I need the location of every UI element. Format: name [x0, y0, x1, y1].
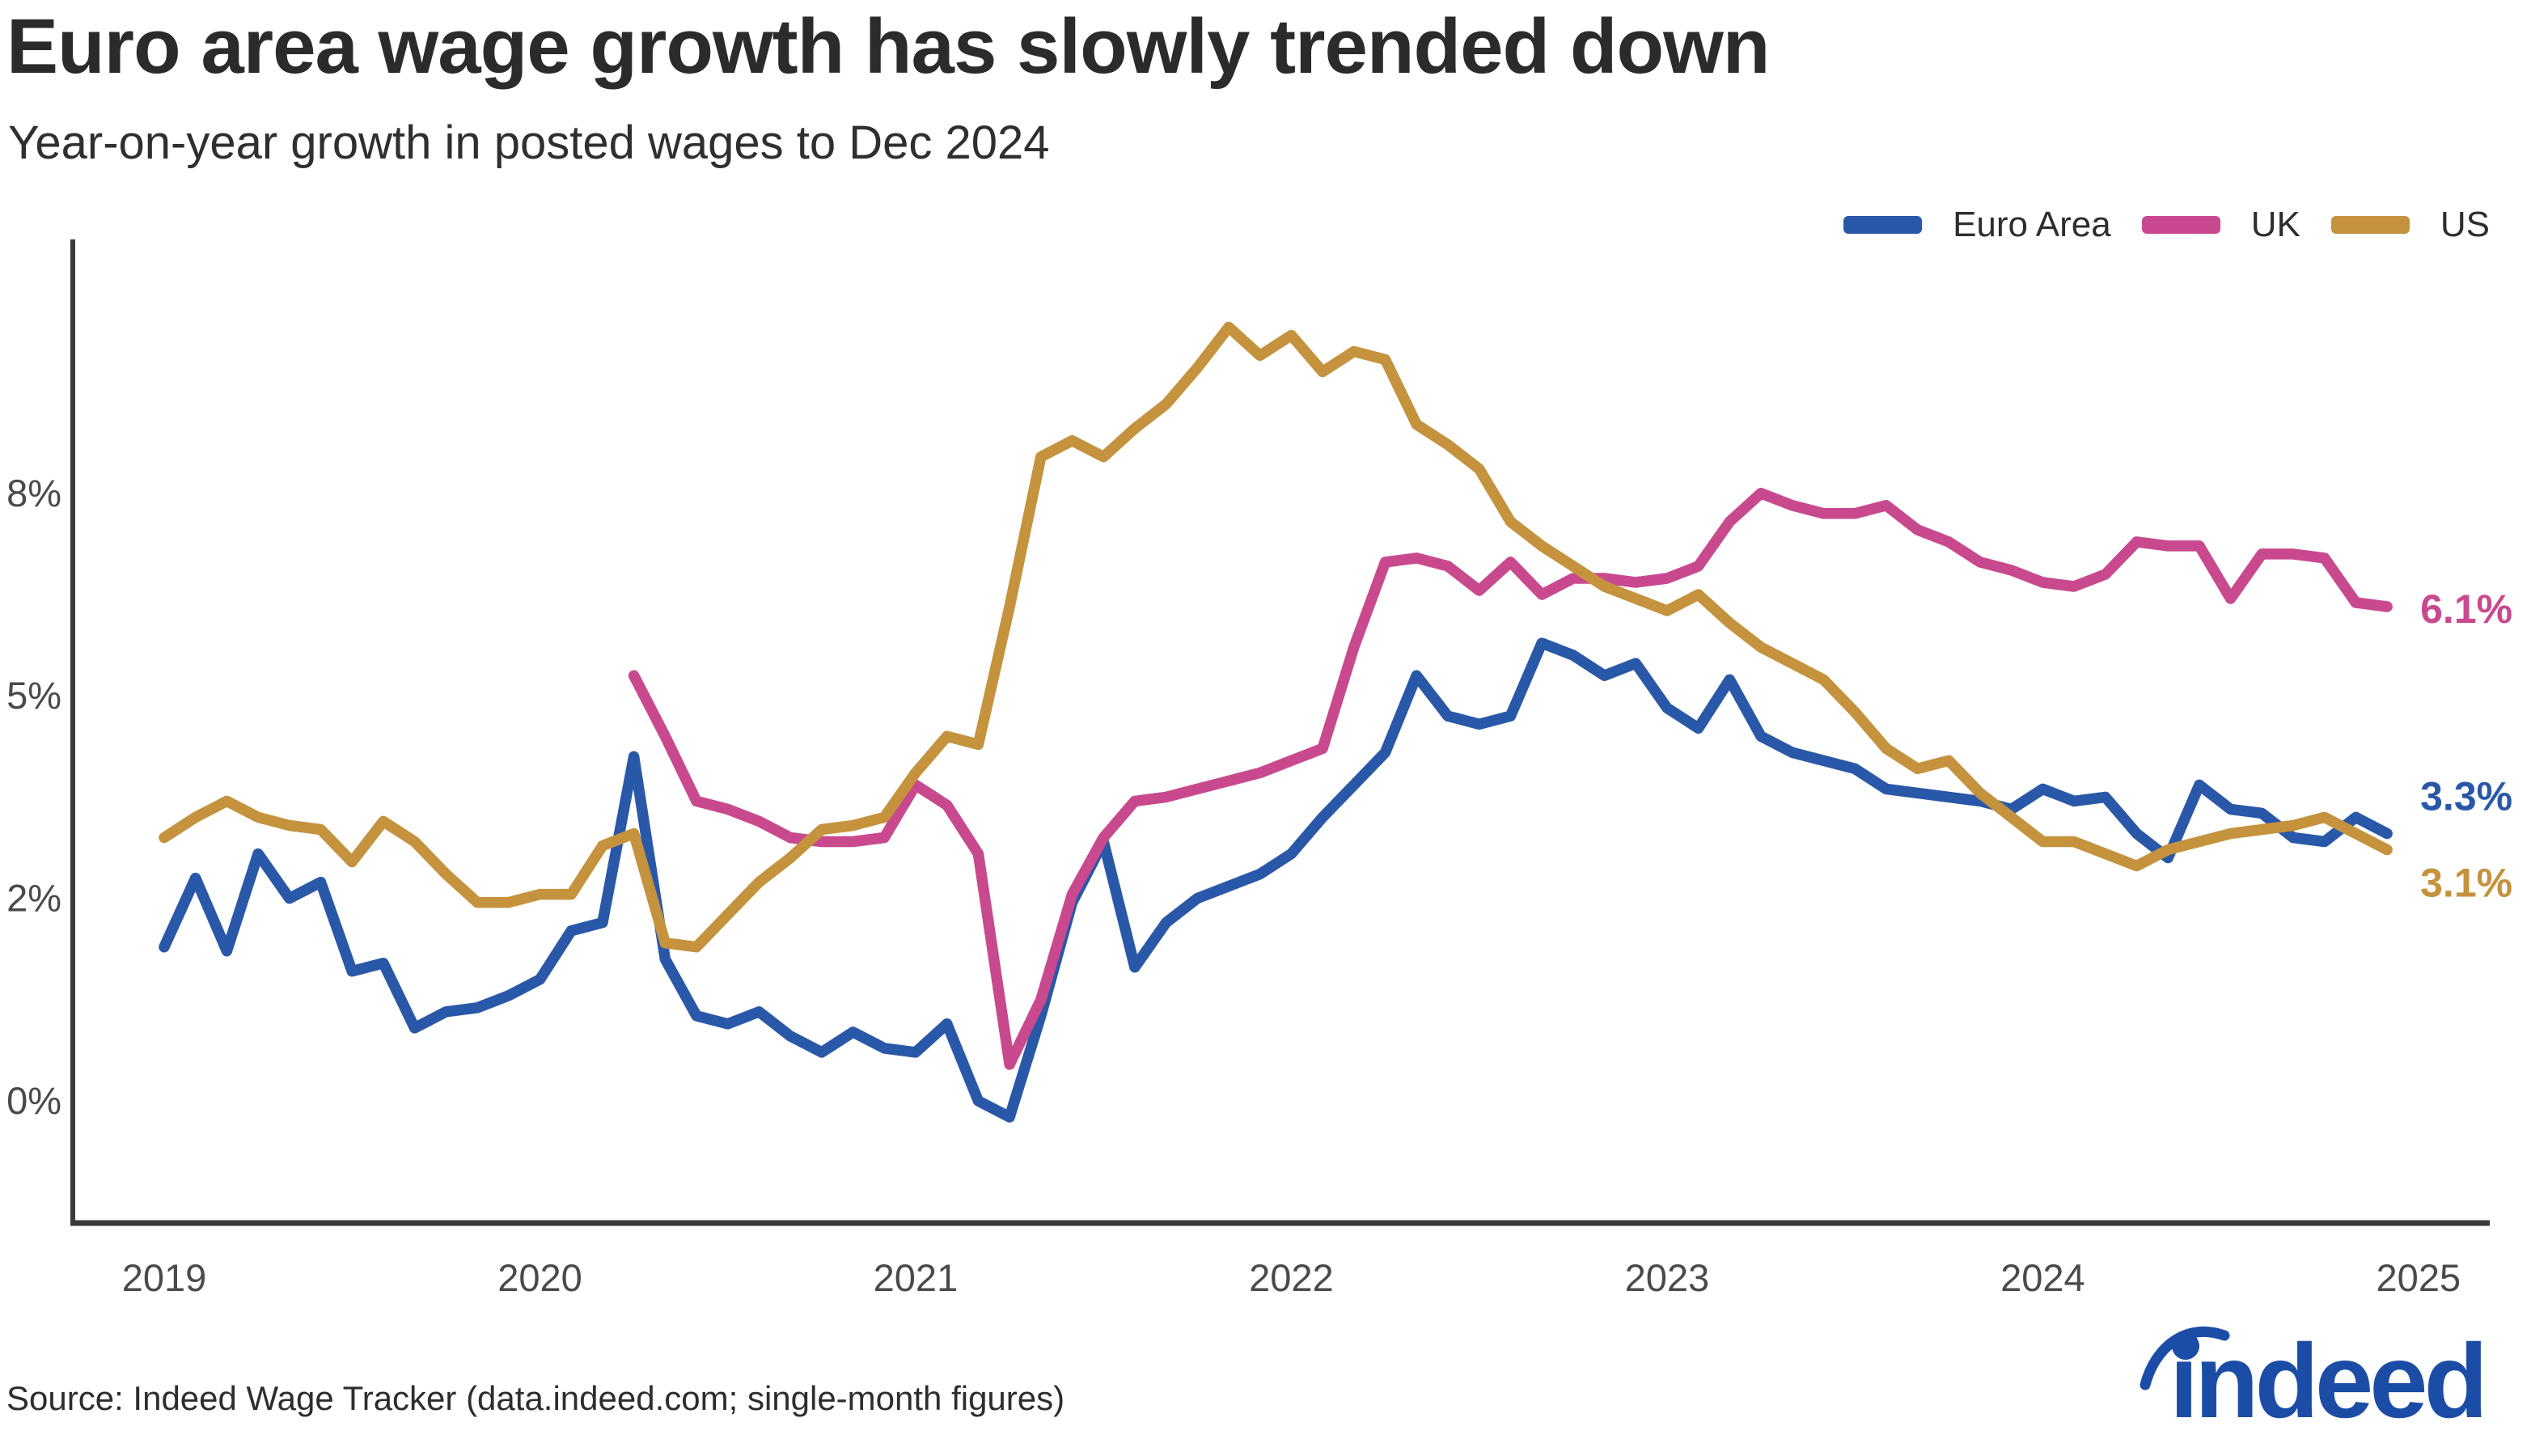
- series-line-uk: [628, 488, 2393, 1070]
- x-axis-tick-label: 2022: [1249, 1256, 1334, 1299]
- y-axis-tick-label: 8%: [6, 472, 61, 514]
- source-note: Source: Indeed Wage Tracker (data.indeed…: [6, 1379, 1065, 1417]
- legend-label: US: [2440, 205, 2490, 244]
- indeed-logo-arc-icon: [2140, 1327, 2230, 1390]
- end-label-euro-area: 3.3%: [2420, 773, 2512, 819]
- chart-legend: Euro Area UK US: [1843, 207, 2490, 243]
- series-line-euro-area: [159, 637, 2393, 1123]
- y-axis-tick-label: 5%: [6, 674, 61, 717]
- legend-label: Euro Area: [1953, 205, 2111, 244]
- x-axis-tick-label: 2021: [874, 1256, 959, 1299]
- x-axis-tick-label: 2024: [2000, 1256, 2085, 1299]
- page-subtitle: Year-on-year growth in posted wages to D…: [8, 116, 1050, 169]
- legend-item-euro-area: Euro Area: [1843, 207, 2111, 243]
- y-axis-tick-label: 2%: [6, 877, 61, 920]
- y-axis-tick-label: 0%: [6, 1079, 61, 1122]
- uk-swatch-icon: [2141, 216, 2220, 234]
- page-title: Euro area wage growth has slowly trended…: [6, 3, 1770, 90]
- x-axis-tick-label: 2023: [1625, 1256, 1710, 1299]
- legend-item-uk: UK: [2141, 205, 2300, 244]
- end-label-uk: 6.1%: [2420, 586, 2512, 632]
- x-axis-tick-label: 2025: [2377, 1256, 2461, 1299]
- legend-label: UK: [2250, 205, 2300, 244]
- euro-area-swatch-icon: [1843, 216, 1923, 234]
- indeed-logo: indeed: [2140, 1322, 2488, 1440]
- legend-item-us: US: [2330, 205, 2490, 244]
- x-axis-tick-label: 2020: [497, 1256, 582, 1299]
- series-line-us: [159, 321, 2393, 953]
- us-swatch-icon: [2330, 216, 2410, 234]
- indeed-logo-wordmark: indeed: [2169, 1322, 2484, 1440]
- x-axis-tick-label: 2019: [122, 1256, 207, 1299]
- end-label-us: 3.1%: [2420, 861, 2512, 906]
